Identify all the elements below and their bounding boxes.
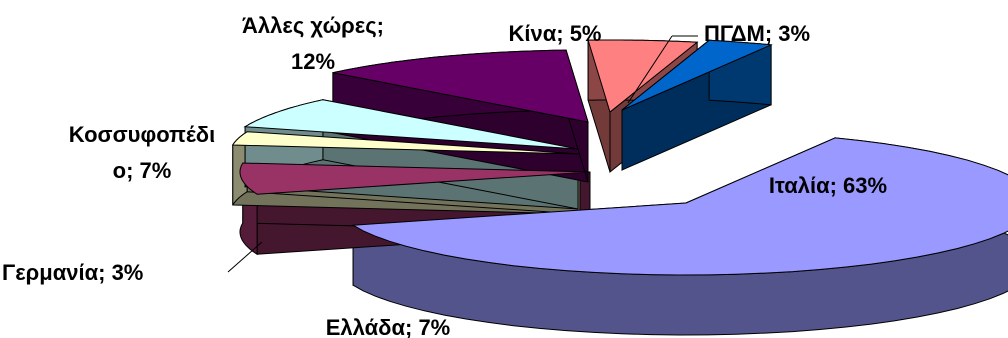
slice-label-kosovo-line1: Κοσσυφοπέδι bbox=[69, 122, 216, 147]
leader-line-fyrom bbox=[627, 35, 673, 104]
slice-germany bbox=[232, 131, 581, 155]
slice-label-other-line2: 12% bbox=[291, 49, 335, 74]
leader-line-germany bbox=[227, 241, 263, 273]
slice-label-other-line1: Άλλες χώρες; bbox=[242, 13, 384, 38]
slice-label-fyrom: ΠΓΔΜ; 3% bbox=[704, 21, 810, 46]
slice-label-greece: Ελλάδα; 7% bbox=[326, 315, 451, 338]
slice-kosovo bbox=[243, 99, 579, 150]
slice-label-kosovo-line2: ο; 7% bbox=[113, 158, 172, 183]
slice-china bbox=[587, 39, 699, 113]
slice-italy bbox=[351, 137, 1008, 276]
pie-tops bbox=[232, 39, 1008, 276]
slice-greece bbox=[239, 162, 591, 195]
leader-lines bbox=[227, 35, 698, 273]
slice-label-china: Κίνα; 5% bbox=[509, 21, 602, 46]
slice-label-germany: Γερμανία; 3% bbox=[2, 260, 143, 285]
slice-label-italy: Ιταλία; 63% bbox=[769, 173, 887, 198]
slice-other-countries bbox=[332, 49, 589, 123]
slice-fyrom bbox=[621, 39, 773, 111]
